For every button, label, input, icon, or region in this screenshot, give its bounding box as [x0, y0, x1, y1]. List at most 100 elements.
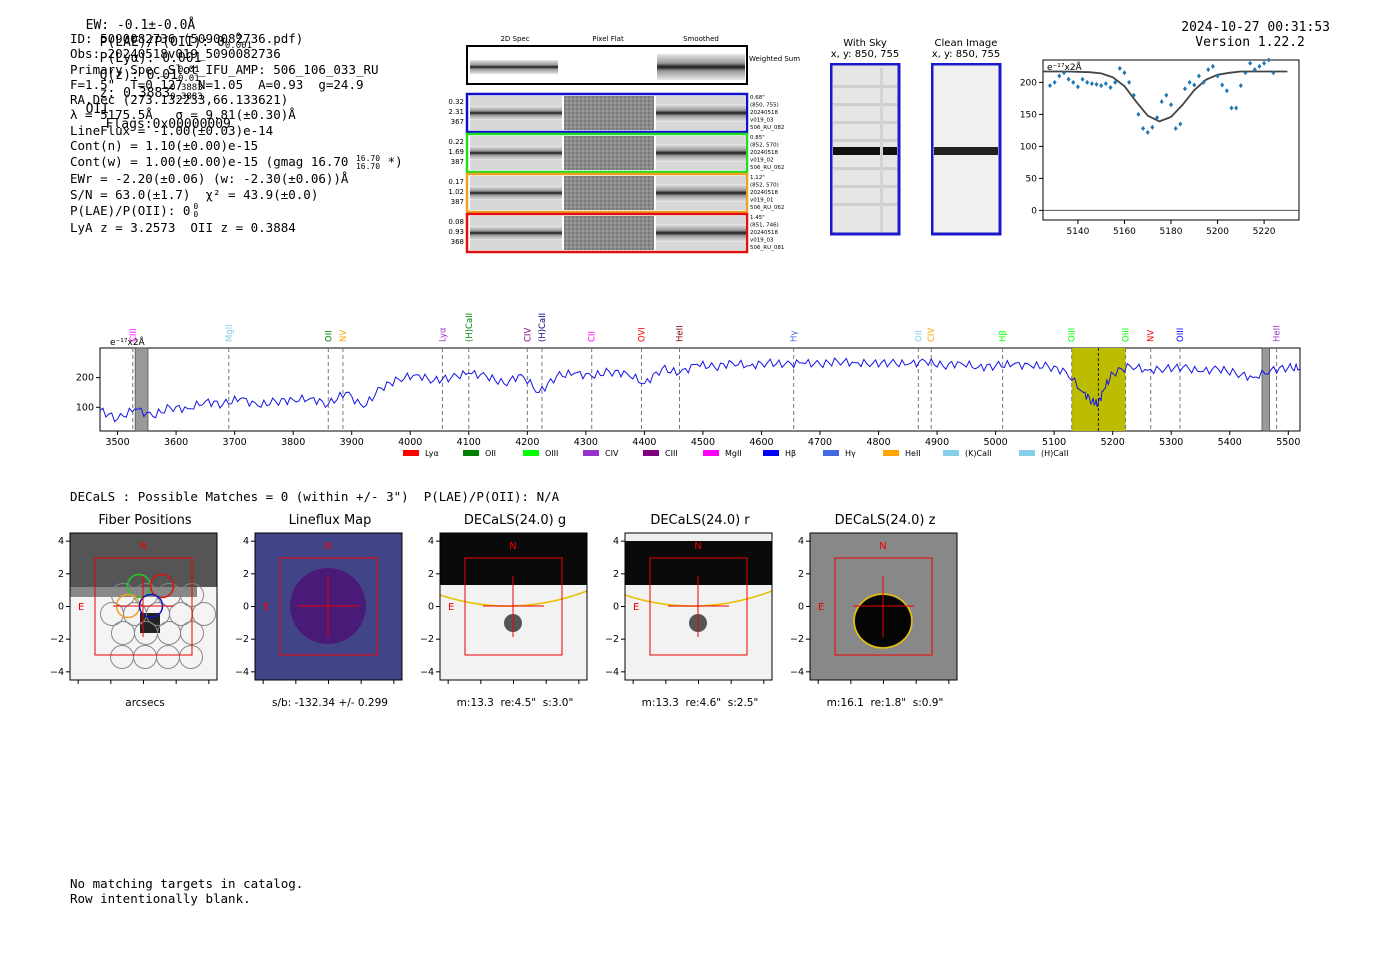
panel-aperture [649, 557, 748, 656]
z-line-text: OII [85, 102, 110, 117]
spec2d-row-stat: 2.31 [448, 108, 464, 116]
full-marked-line-label: (H)CaII [465, 313, 475, 342]
panel-y-tick-label: 2 [798, 569, 804, 580]
zoom-data-point [1113, 79, 1118, 85]
info-lya: LyA z = 3.2573 OII z = 0.3884 [70, 219, 296, 235]
spec2d-row-meta: 0.85" [750, 135, 765, 141]
full-marked-lines: CIII MgII OII NV Lyα (H)CaII CIV (H)CaII CII OVI H… [129, 313, 1283, 431]
flags-text: Flags:0x00000009 [105, 117, 231, 132]
panel-y-tick-label: 4 [613, 536, 619, 547]
plae-sup: 0 [235, 32, 242, 42]
ew-text: EW: -0.1±-0.0Å [85, 18, 196, 33]
zoom-data-point [1201, 79, 1206, 85]
panel-y-tick-label: 0 [798, 602, 804, 613]
clean-cutout [931, 63, 1002, 236]
panel-aperture [834, 557, 933, 656]
spec2d-row-smoothed-trace [656, 144, 746, 162]
panel-y-tick-label: 2 [58, 569, 64, 580]
panel-caption: m:13.3 re:4.5" s:3.0" [456, 697, 574, 709]
zoom-data-point [1248, 60, 1253, 66]
zoom-y-tick-label: 50 [1026, 174, 1038, 184]
zoom-data-point [1262, 60, 1267, 66]
panel-y-tick-label: −4 [235, 667, 249, 678]
spec2d-row-stat: 0.22 [448, 138, 464, 146]
legend-label: MgII [725, 449, 742, 458]
panel-east-label: E [818, 602, 824, 613]
legend-swatch [943, 450, 959, 456]
panel-y-tick-label: −4 [790, 667, 804, 678]
zoom-data-point [1169, 102, 1173, 108]
info-cont-w-sup: 16.70 [355, 153, 381, 163]
spec2d-row-flat [564, 136, 654, 170]
full-x-tick-label: 4600 [749, 437, 773, 448]
full-marked-line-label: CII [588, 331, 598, 342]
legend-swatch [643, 450, 659, 456]
spec2d-row-meta: 1.12" [750, 175, 765, 181]
zoom-x-tick-label: 5180 [1160, 227, 1183, 235]
panel-east-label: E [633, 602, 639, 613]
plya-text: P(Lyα): 0.001 [99, 51, 202, 66]
full-x-tick-label: 4000 [398, 437, 422, 448]
zoom-data-point [1252, 67, 1257, 73]
info-cont-w-end: *) [387, 154, 403, 170]
spec2d-row-stat: 1.69 [448, 148, 464, 156]
legend-label: Hγ [845, 449, 856, 458]
info-plae-text: P(LAE)/P(OII): 0 [70, 202, 191, 218]
version: Version 1.22.2 [1195, 35, 1305, 50]
full-marked-line-label: Hβ [999, 330, 1009, 342]
z-sup: 0.3883 [170, 83, 203, 93]
zoom-data-point [1099, 83, 1104, 89]
panel-y-tick-label: 2 [613, 569, 619, 580]
panel-y-tick-label: 4 [428, 536, 434, 547]
spec2d-row-stat: 0.32 [448, 98, 464, 106]
header-right: 2024-10-27 00:31:53 Version 1.22.2 [1166, 5, 1330, 50]
legend-label: OIII [545, 449, 558, 458]
zoom-data-point [1164, 92, 1169, 98]
spec2d-col-title-0: 2D Spec [500, 35, 529, 43]
zoom-data-point [1122, 70, 1127, 76]
spec2d-row-meta: 0.68" [750, 95, 765, 101]
full-x-tick-label: 5100 [1042, 437, 1066, 448]
panel-sky-region [70, 587, 197, 597]
spec2d-row-meta: 506_RU_081 [750, 245, 784, 251]
zoom-data-point [1089, 81, 1094, 87]
legend-swatch [583, 450, 599, 456]
legend-swatch [523, 450, 539, 456]
zoom-data-point [1215, 73, 1220, 79]
full-x-tick-label: 3800 [281, 437, 305, 448]
panel-title: DECaLS(24.0) z [834, 513, 936, 528]
panel-y-tick-label: −2 [790, 634, 804, 645]
zoom-data-point [1155, 115, 1160, 121]
spec2d-row-smoothed-trace [656, 184, 746, 202]
zoom-data-point [1080, 76, 1085, 82]
spec2d-row-2d-trace [470, 146, 562, 160]
panel-y-tick-label: −4 [420, 667, 434, 678]
spec2d-row-2d-trace [470, 226, 562, 240]
zoom-data-point [1103, 81, 1108, 87]
with-sky-stripes [833, 68, 897, 232]
full-x-tick-label: 3600 [164, 437, 188, 448]
panel-plot: NE−44−22002−24−4 [235, 532, 403, 684]
zoom-data-point [1206, 67, 1211, 73]
qz-text: Q(z): 0.01 [99, 67, 178, 83]
full-x-tick-label: 4500 [691, 437, 715, 448]
zoom-data-point [1187, 79, 1192, 85]
info-cont-w-sub: 16.70 [355, 161, 381, 171]
fiber-circle [179, 645, 203, 669]
zoom-data-point [1173, 125, 1178, 131]
info-lambda: λ = 5175.5Å σ = 9.81(±0.30)Å [70, 107, 296, 123]
zoom-data-point [1108, 85, 1113, 91]
full-x-tick-label: 4400 [632, 437, 656, 448]
full-marked-line-label: OII [324, 330, 334, 342]
z-text: z: 0.3883 [99, 85, 171, 101]
zoom-marks [1043, 57, 1288, 135]
zoom-data-point [1196, 73, 1201, 79]
panel-plot: NE−44−22002−24−4 [790, 532, 958, 684]
panel-y-tick-label: 4 [243, 536, 249, 547]
spec2d-row-meta: v019_02 [750, 158, 774, 164]
full-x-tick-label: 5200 [1101, 437, 1125, 448]
qz-sup: 0.01 [177, 65, 200, 75]
spec2d-row-meta: 20240518 [750, 150, 778, 156]
spec2d-row-smoothed-trace [656, 104, 746, 122]
